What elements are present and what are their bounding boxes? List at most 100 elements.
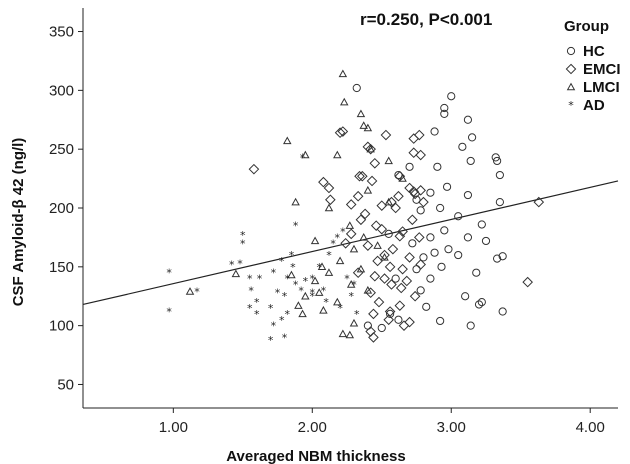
data-point: [377, 323, 386, 333]
stat-annotation: r=0.250, P<0.001: [360, 10, 492, 29]
data-point: [442, 182, 452, 191]
data-point: *: [247, 302, 253, 315]
data-point: [477, 220, 486, 229]
data-point: [345, 221, 355, 229]
axes-layer: 50 100 150 200 250 300 350 1.00 2.00 3.00 4.00: [49, 8, 618, 436]
series-hc: [352, 83, 507, 333]
data-point: [430, 248, 439, 257]
legend-label-hc: HC: [583, 43, 605, 60]
data-point: [338, 69, 348, 78]
data-point: [298, 309, 307, 318]
data-point: *: [229, 258, 235, 271]
data-point: [369, 270, 381, 282]
data-point: [324, 203, 334, 212]
data-point: [355, 214, 367, 226]
data-point: [356, 109, 366, 118]
data-point: *: [348, 290, 354, 303]
data-point: [376, 200, 388, 211]
data-point: [493, 254, 502, 263]
data-point: *: [247, 273, 253, 286]
data-point: [318, 176, 329, 188]
data-point: [498, 307, 507, 316]
data-point: *: [298, 284, 304, 297]
data-point: [491, 153, 500, 162]
data-point: [419, 253, 428, 262]
data-point: [363, 321, 372, 330]
data-point: [447, 92, 456, 101]
data-point: [397, 226, 408, 237]
data-point: [467, 133, 477, 142]
data-point: [345, 228, 357, 240]
data-point: [363, 185, 373, 194]
data-point: [461, 292, 470, 301]
data-point: [352, 83, 361, 93]
data-point: [231, 269, 241, 278]
data-point: [393, 190, 404, 202]
legend-label-ad: AD: [583, 97, 605, 114]
data-point: [362, 240, 374, 251]
data-point: [345, 199, 357, 210]
data-point: [474, 300, 484, 309]
data-point: [340, 237, 351, 249]
data-point: *: [268, 334, 274, 347]
data-point: *: [344, 273, 350, 286]
data-point: [495, 170, 504, 180]
data-point: *: [257, 273, 263, 286]
data-point: [437, 262, 446, 271]
data-point: *: [282, 290, 288, 303]
data-point: [426, 274, 435, 283]
y-axis-title: CSF Amyloid-β 42 (ng/l): [10, 138, 27, 307]
y-tick-label: 150: [49, 259, 74, 276]
data-point: *: [285, 273, 291, 286]
fit-line: [82, 180, 619, 306]
data-point: [395, 282, 407, 294]
data-point: [317, 262, 327, 271]
points-layer: ******** **** *** *** ** ** *** ***** *** * ******…: [166, 69, 545, 347]
data-point: [379, 273, 390, 284]
data-point: [380, 252, 389, 261]
data-point: [333, 150, 342, 159]
data-point: [386, 279, 397, 290]
data-point: *: [240, 229, 246, 242]
data-point: *: [290, 261, 296, 274]
data-point: [352, 190, 364, 202]
data-point: [413, 232, 425, 243]
data-point: [466, 321, 475, 330]
data-point: [454, 212, 463, 221]
data-point: [291, 197, 300, 206]
legend-label-lmci: LMCI: [583, 79, 620, 96]
series-lmci: [185, 69, 407, 339]
data-point: [426, 188, 435, 197]
data-point: [408, 239, 417, 248]
data-point: *: [303, 275, 309, 288]
data-point: [346, 280, 356, 288]
data-point: [436, 203, 445, 213]
data-point: [422, 302, 431, 311]
data-point: [418, 196, 429, 208]
data-point: [356, 264, 366, 273]
data-point: [397, 263, 408, 275]
data-point: *: [293, 278, 299, 291]
data-point: [440, 109, 449, 118]
data-point: [415, 259, 426, 270]
data-point: [365, 287, 376, 299]
data-point: [394, 170, 403, 180]
x-tick-label: 2.00: [298, 419, 327, 436]
data-point: *: [354, 308, 360, 321]
data-point: [365, 143, 376, 155]
data-point: [387, 243, 399, 255]
data-point: *: [321, 284, 327, 297]
data-point: [407, 214, 418, 226]
data-point: *: [254, 296, 260, 309]
data-point: [301, 150, 310, 159]
data-point: *: [351, 278, 357, 291]
data-point: *: [271, 320, 277, 333]
legend-marker-ad: *: [568, 99, 574, 112]
data-point: [383, 314, 395, 326]
data-point: [324, 268, 334, 276]
data-point: [409, 290, 421, 302]
data-point: [368, 332, 379, 343]
data-point: [394, 300, 406, 311]
